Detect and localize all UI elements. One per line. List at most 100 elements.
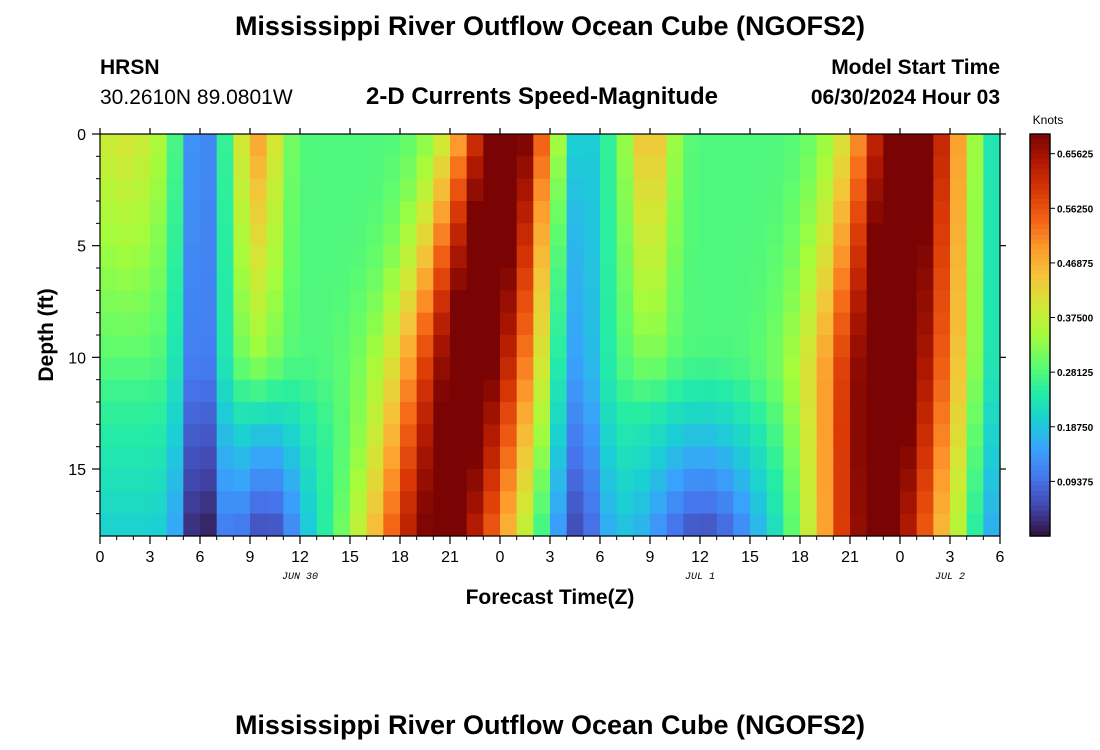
heatmap-cell: [100, 379, 118, 403]
heatmap-cell: [600, 379, 618, 403]
colorbar-segment: [1030, 440, 1050, 447]
heatmap-cell: [833, 446, 851, 470]
heatmap-cell: [600, 357, 618, 381]
heatmap-cell: [183, 268, 201, 291]
heatmap-cell: [566, 134, 584, 157]
heatmap-cell: [816, 245, 834, 269]
heatmap-cell: [250, 357, 268, 381]
heatmap-cell: [700, 469, 718, 492]
heatmap-cell: [283, 513, 301, 537]
heatmap-cell: [150, 134, 168, 157]
heatmap-cell: [166, 134, 184, 157]
heatmap-cell: [483, 156, 501, 180]
heatmap-cell: [766, 446, 784, 470]
heatmap-cell: [533, 268, 551, 291]
heatmap-cell: [366, 245, 384, 269]
heatmap-cell: [150, 379, 168, 403]
heatmap-cell: [783, 513, 801, 537]
heatmap-cell: [350, 178, 368, 202]
heatmap-cell: [516, 268, 534, 291]
heatmap-cell: [750, 245, 768, 269]
heatmap-cell: [433, 312, 451, 336]
colorbar-segment: [1030, 174, 1050, 180]
heatmap-cell: [966, 245, 984, 269]
heatmap-cell: [683, 268, 701, 291]
heatmap-cell: [550, 223, 568, 247]
heatmap-cell: [733, 178, 751, 202]
heatmap-cell: [633, 268, 651, 291]
heatmap-cell: [700, 245, 718, 269]
heatmap-cell: [433, 156, 451, 180]
heatmap-cell: [783, 134, 801, 157]
heatmap-cell: [250, 201, 268, 224]
heatmap-cell: [950, 379, 968, 403]
colorbar-tick-label: 0.56250: [1057, 204, 1094, 215]
heatmap-cell: [216, 223, 234, 247]
heatmap-cell: [916, 379, 934, 403]
heatmap-cell: [650, 178, 668, 202]
heatmap-cell: [966, 513, 984, 537]
heatmap-cell: [533, 424, 551, 448]
heatmap-cell: [600, 513, 618, 537]
heatmap-cell: [733, 134, 751, 157]
heatmap-cell: [766, 469, 784, 492]
heatmap-cell: [500, 469, 518, 492]
heatmap-cell: [333, 335, 351, 358]
heatmap-cell: [483, 424, 501, 448]
heatmap-cell: [150, 513, 168, 537]
heatmap-cell: [800, 156, 818, 180]
heatmap-cell: [416, 335, 434, 358]
heatmap-cell: [516, 245, 534, 269]
heatmap-cell: [600, 491, 618, 515]
heatmap-cell: [650, 357, 668, 381]
heatmap-cell: [566, 402, 584, 425]
heatmap-cell: [483, 201, 501, 224]
colorbar-segment: [1030, 345, 1050, 351]
heatmap-cell: [666, 245, 684, 269]
heatmap-cell: [450, 402, 468, 425]
heatmap-cell: [533, 513, 551, 537]
heatmap-cell: [416, 402, 434, 425]
heatmap-cell: [250, 134, 268, 157]
heatmap-cell: [550, 335, 568, 358]
heatmap-cell: [516, 290, 534, 314]
heatmap-cell: [516, 513, 534, 537]
heatmap-cell: [833, 424, 851, 448]
heatmap-cell: [883, 335, 901, 358]
heatmap-cell: [850, 402, 868, 425]
heatmap-cell: [750, 335, 768, 358]
colorbar-segment: [1030, 370, 1050, 376]
heatmap-cell: [550, 134, 568, 157]
heatmap-cell: [816, 446, 834, 470]
heatmap-cell: [466, 201, 484, 224]
heatmap-cell: [700, 357, 718, 381]
heatmap-cell: [766, 335, 784, 358]
heatmap-cell: [900, 178, 918, 202]
heatmap-cell: [800, 402, 818, 425]
heatmap-cell: [116, 469, 134, 492]
heatmap-cell: [566, 201, 584, 224]
heatmap-cell: [650, 290, 668, 314]
heatmap-cell: [116, 513, 134, 537]
heatmap-cell: [166, 446, 184, 470]
heatmap-cell: [916, 357, 934, 381]
heatmap-cell: [600, 424, 618, 448]
heatmap-cell: [100, 402, 118, 425]
colorbar-segment: [1030, 279, 1050, 286]
heatmap-cell: [616, 201, 634, 224]
heatmap-cell: [300, 335, 318, 358]
heatmap-cell: [116, 223, 134, 247]
heatmap-cell: [216, 245, 234, 269]
heatmap-cell: [583, 268, 601, 291]
colorbar-segment: [1030, 254, 1050, 261]
heatmap-cell: [850, 312, 868, 336]
heatmap-cell: [450, 469, 468, 492]
heatmap-cell: [266, 245, 284, 269]
heatmap-cell: [333, 268, 351, 291]
heatmap-cell: [983, 513, 1001, 537]
heatmap-cell: [366, 134, 384, 157]
heatmap-cell: [533, 379, 551, 403]
heatmap-cell: [733, 201, 751, 224]
heatmap-cell: [466, 245, 484, 269]
heatmap-cell: [566, 357, 584, 381]
